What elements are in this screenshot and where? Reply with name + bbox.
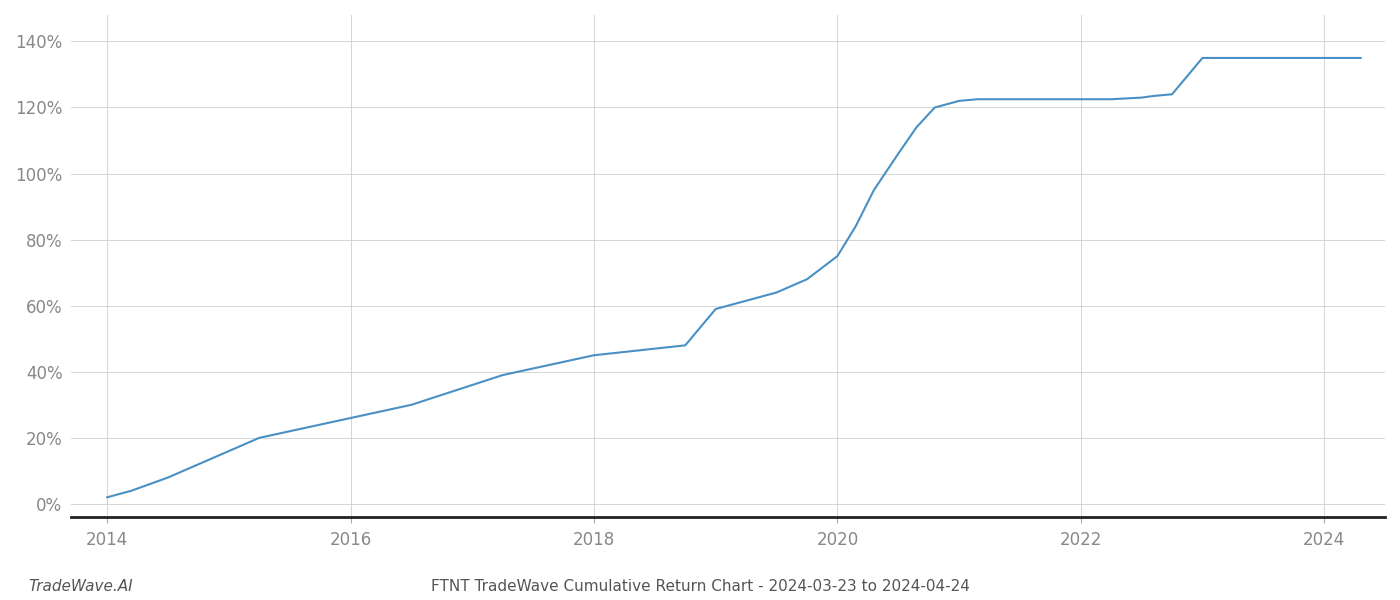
Text: FTNT TradeWave Cumulative Return Chart - 2024-03-23 to 2024-04-24: FTNT TradeWave Cumulative Return Chart -… <box>431 579 969 594</box>
Text: TradeWave.AI: TradeWave.AI <box>28 579 133 594</box>
